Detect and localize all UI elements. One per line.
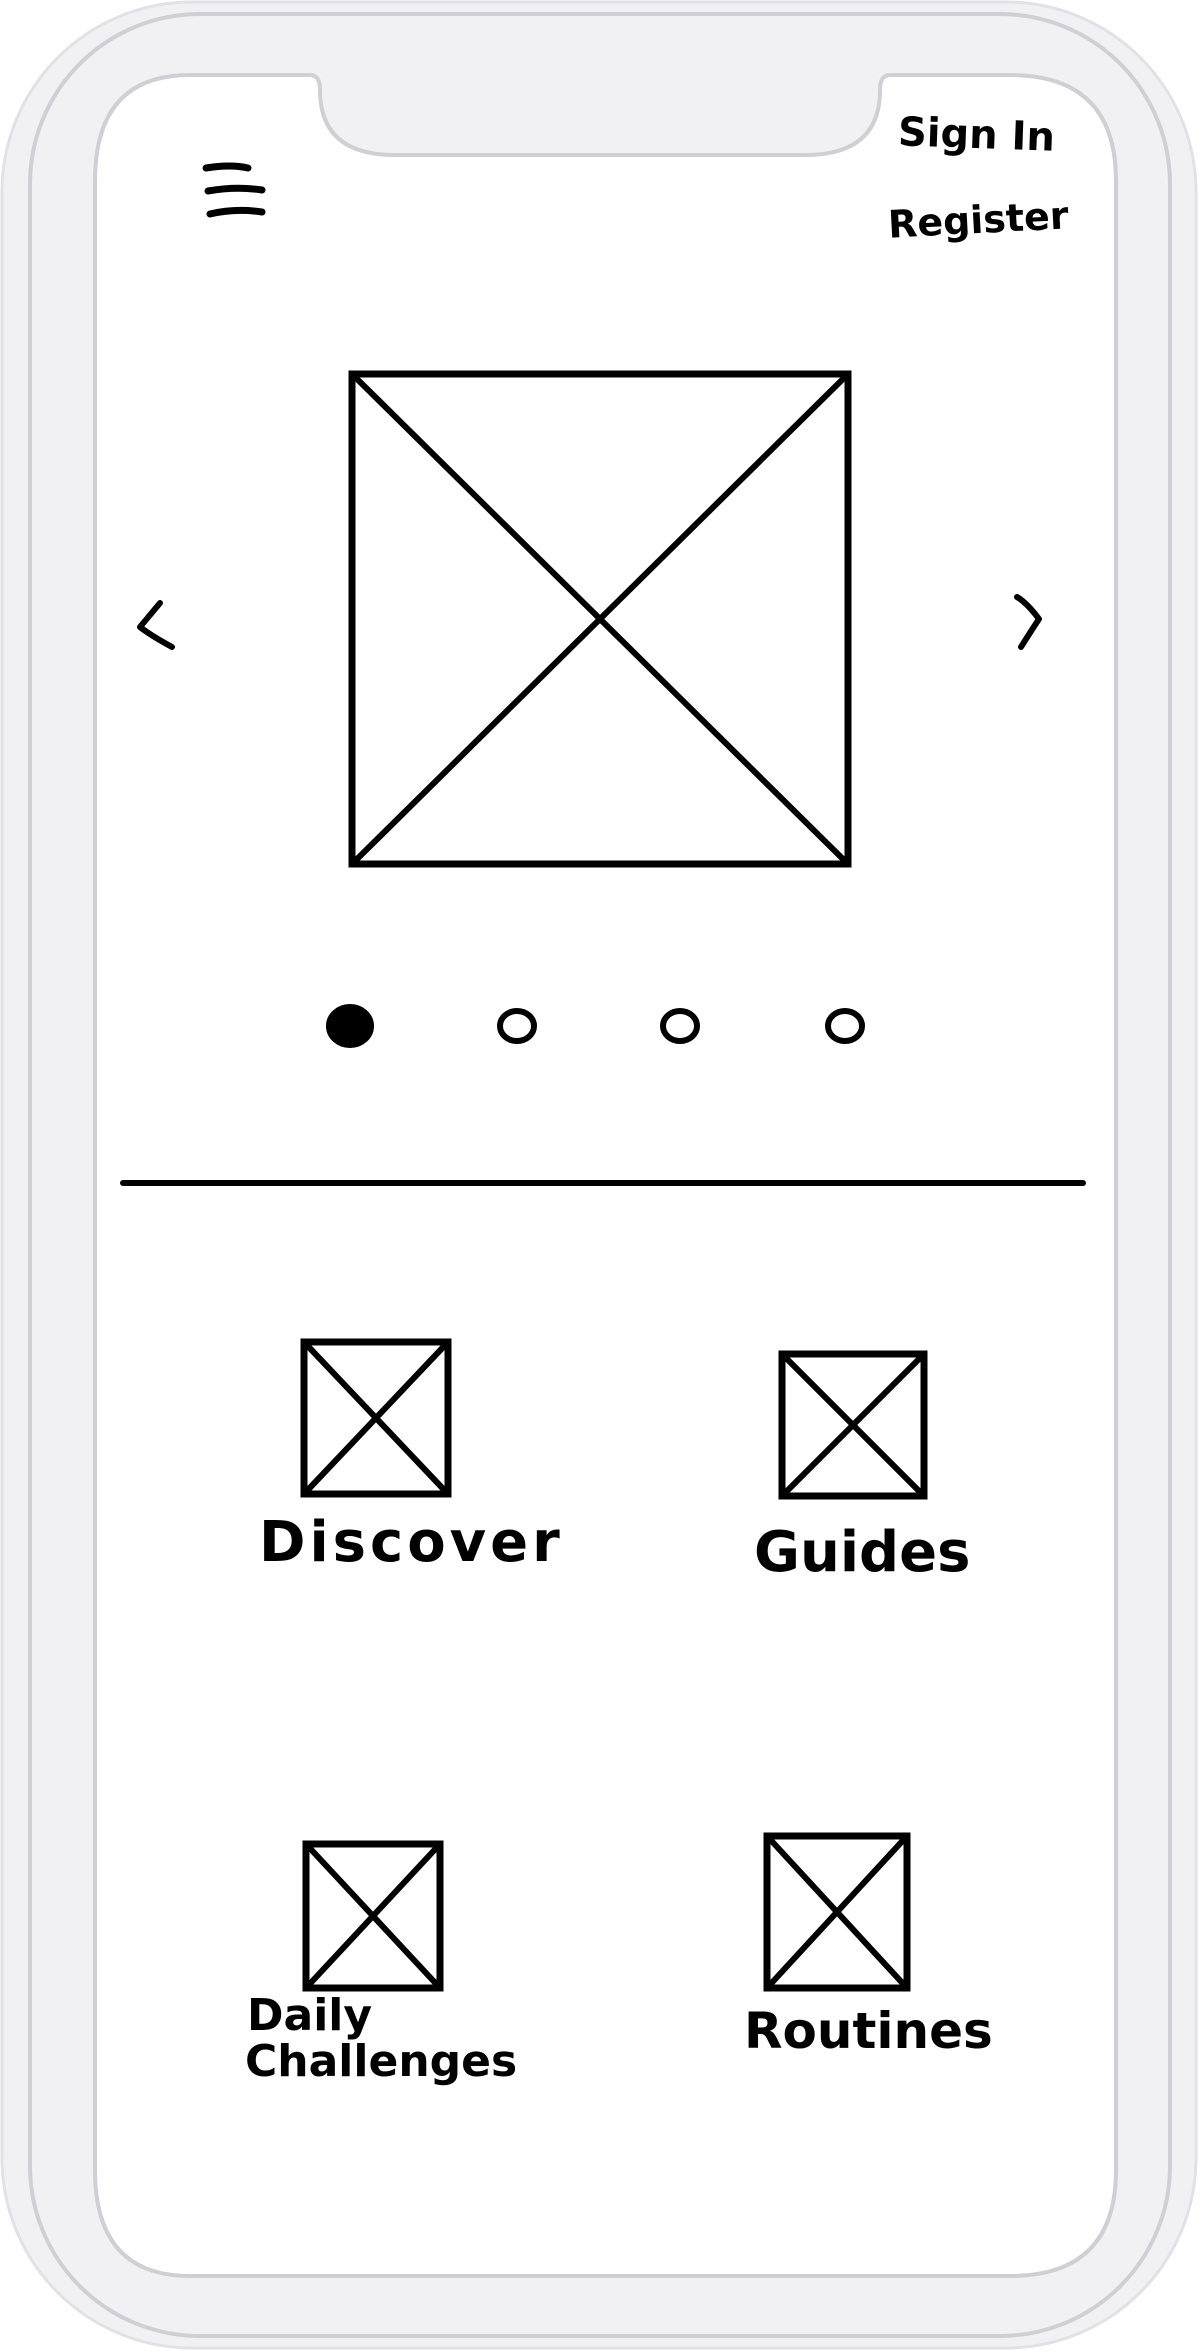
carousel-dot[interactable] <box>820 1003 870 1049</box>
tile-daily-challenges[interactable]: Daily Challenges <box>245 1838 545 2118</box>
image-placeholder-icon <box>778 1350 928 1500</box>
tile-label: Routines <box>744 2002 993 2060</box>
section-divider <box>120 1180 1086 1186</box>
tile-label-line2: Challenges <box>245 2036 518 2087</box>
carousel-dot[interactable] <box>655 1003 705 1049</box>
sign-in-link[interactable]: Sign In <box>897 109 1056 161</box>
tile-label: Guides <box>754 1520 971 1585</box>
tile-routines[interactable]: Routines <box>740 1830 1000 2090</box>
carousel-dot-active[interactable] <box>325 1003 375 1049</box>
carousel-image-placeholder <box>348 370 852 868</box>
tile-label: Daily <box>247 1990 373 2041</box>
carousel-dot[interactable] <box>492 1003 542 1049</box>
image-placeholder-icon <box>763 1832 911 1992</box>
chevron-left-icon[interactable] <box>130 585 190 665</box>
hamburger-menu-icon[interactable] <box>196 156 276 226</box>
tile-label: Discover <box>259 1510 564 1575</box>
tile-discover[interactable]: Discover <box>255 1335 575 1595</box>
register-link[interactable]: Register <box>886 193 1070 247</box>
image-placeholder-icon <box>300 1338 452 1498</box>
tile-guides[interactable]: Guides <box>748 1348 988 1608</box>
image-placeholder-icon <box>302 1840 444 1992</box>
chevron-right-icon[interactable] <box>1005 585 1065 665</box>
